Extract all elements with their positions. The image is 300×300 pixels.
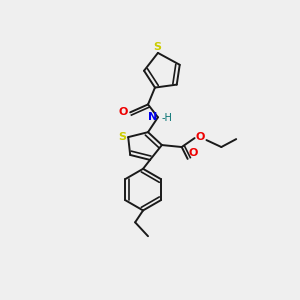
Text: N: N [148, 112, 157, 122]
Text: -H: -H [162, 113, 173, 123]
Text: S: S [153, 42, 161, 52]
Text: O: O [196, 132, 205, 142]
Text: S: S [118, 132, 126, 142]
Text: O: O [119, 107, 128, 117]
Text: O: O [189, 148, 198, 158]
